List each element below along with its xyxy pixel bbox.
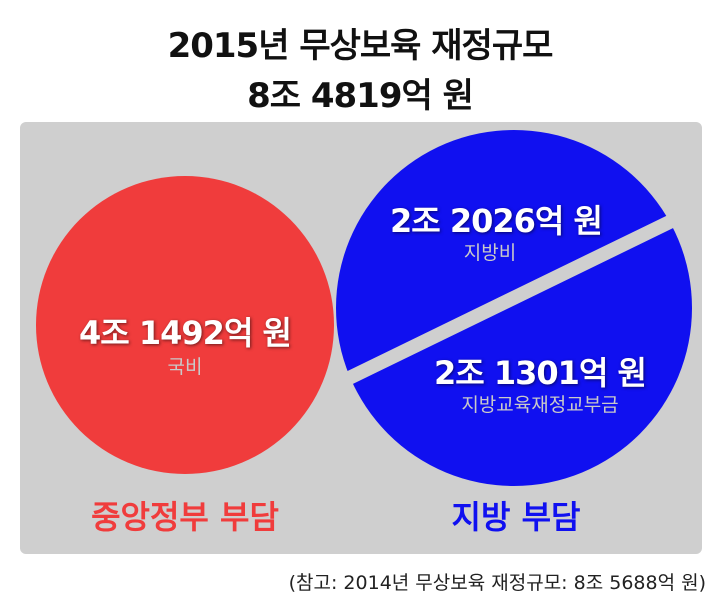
title-line-2: 8조 4819억 원	[247, 76, 474, 116]
central-government-circle	[36, 176, 334, 474]
central-burden-label: 중앙정부 부담	[91, 498, 279, 536]
title-line-1: 2015년 무상보육 재정규모	[167, 26, 554, 66]
reference-note: (참고: 2014년 무상보육 재정규모: 8조 5688억 원)	[288, 572, 706, 594]
central-source: 국비	[167, 356, 203, 378]
local-budget-source: 지방비	[463, 242, 517, 264]
education-grant-amount: 2조 1301억 원	[434, 354, 647, 392]
education-grant-source: 지방교육재정교부금	[461, 394, 619, 416]
local-burden-label: 지방 부담	[451, 498, 581, 536]
central-amount: 4조 1492억 원	[79, 314, 292, 352]
local-budget-amount: 2조 2026억 원	[390, 202, 603, 240]
local-government-circle	[336, 130, 692, 486]
